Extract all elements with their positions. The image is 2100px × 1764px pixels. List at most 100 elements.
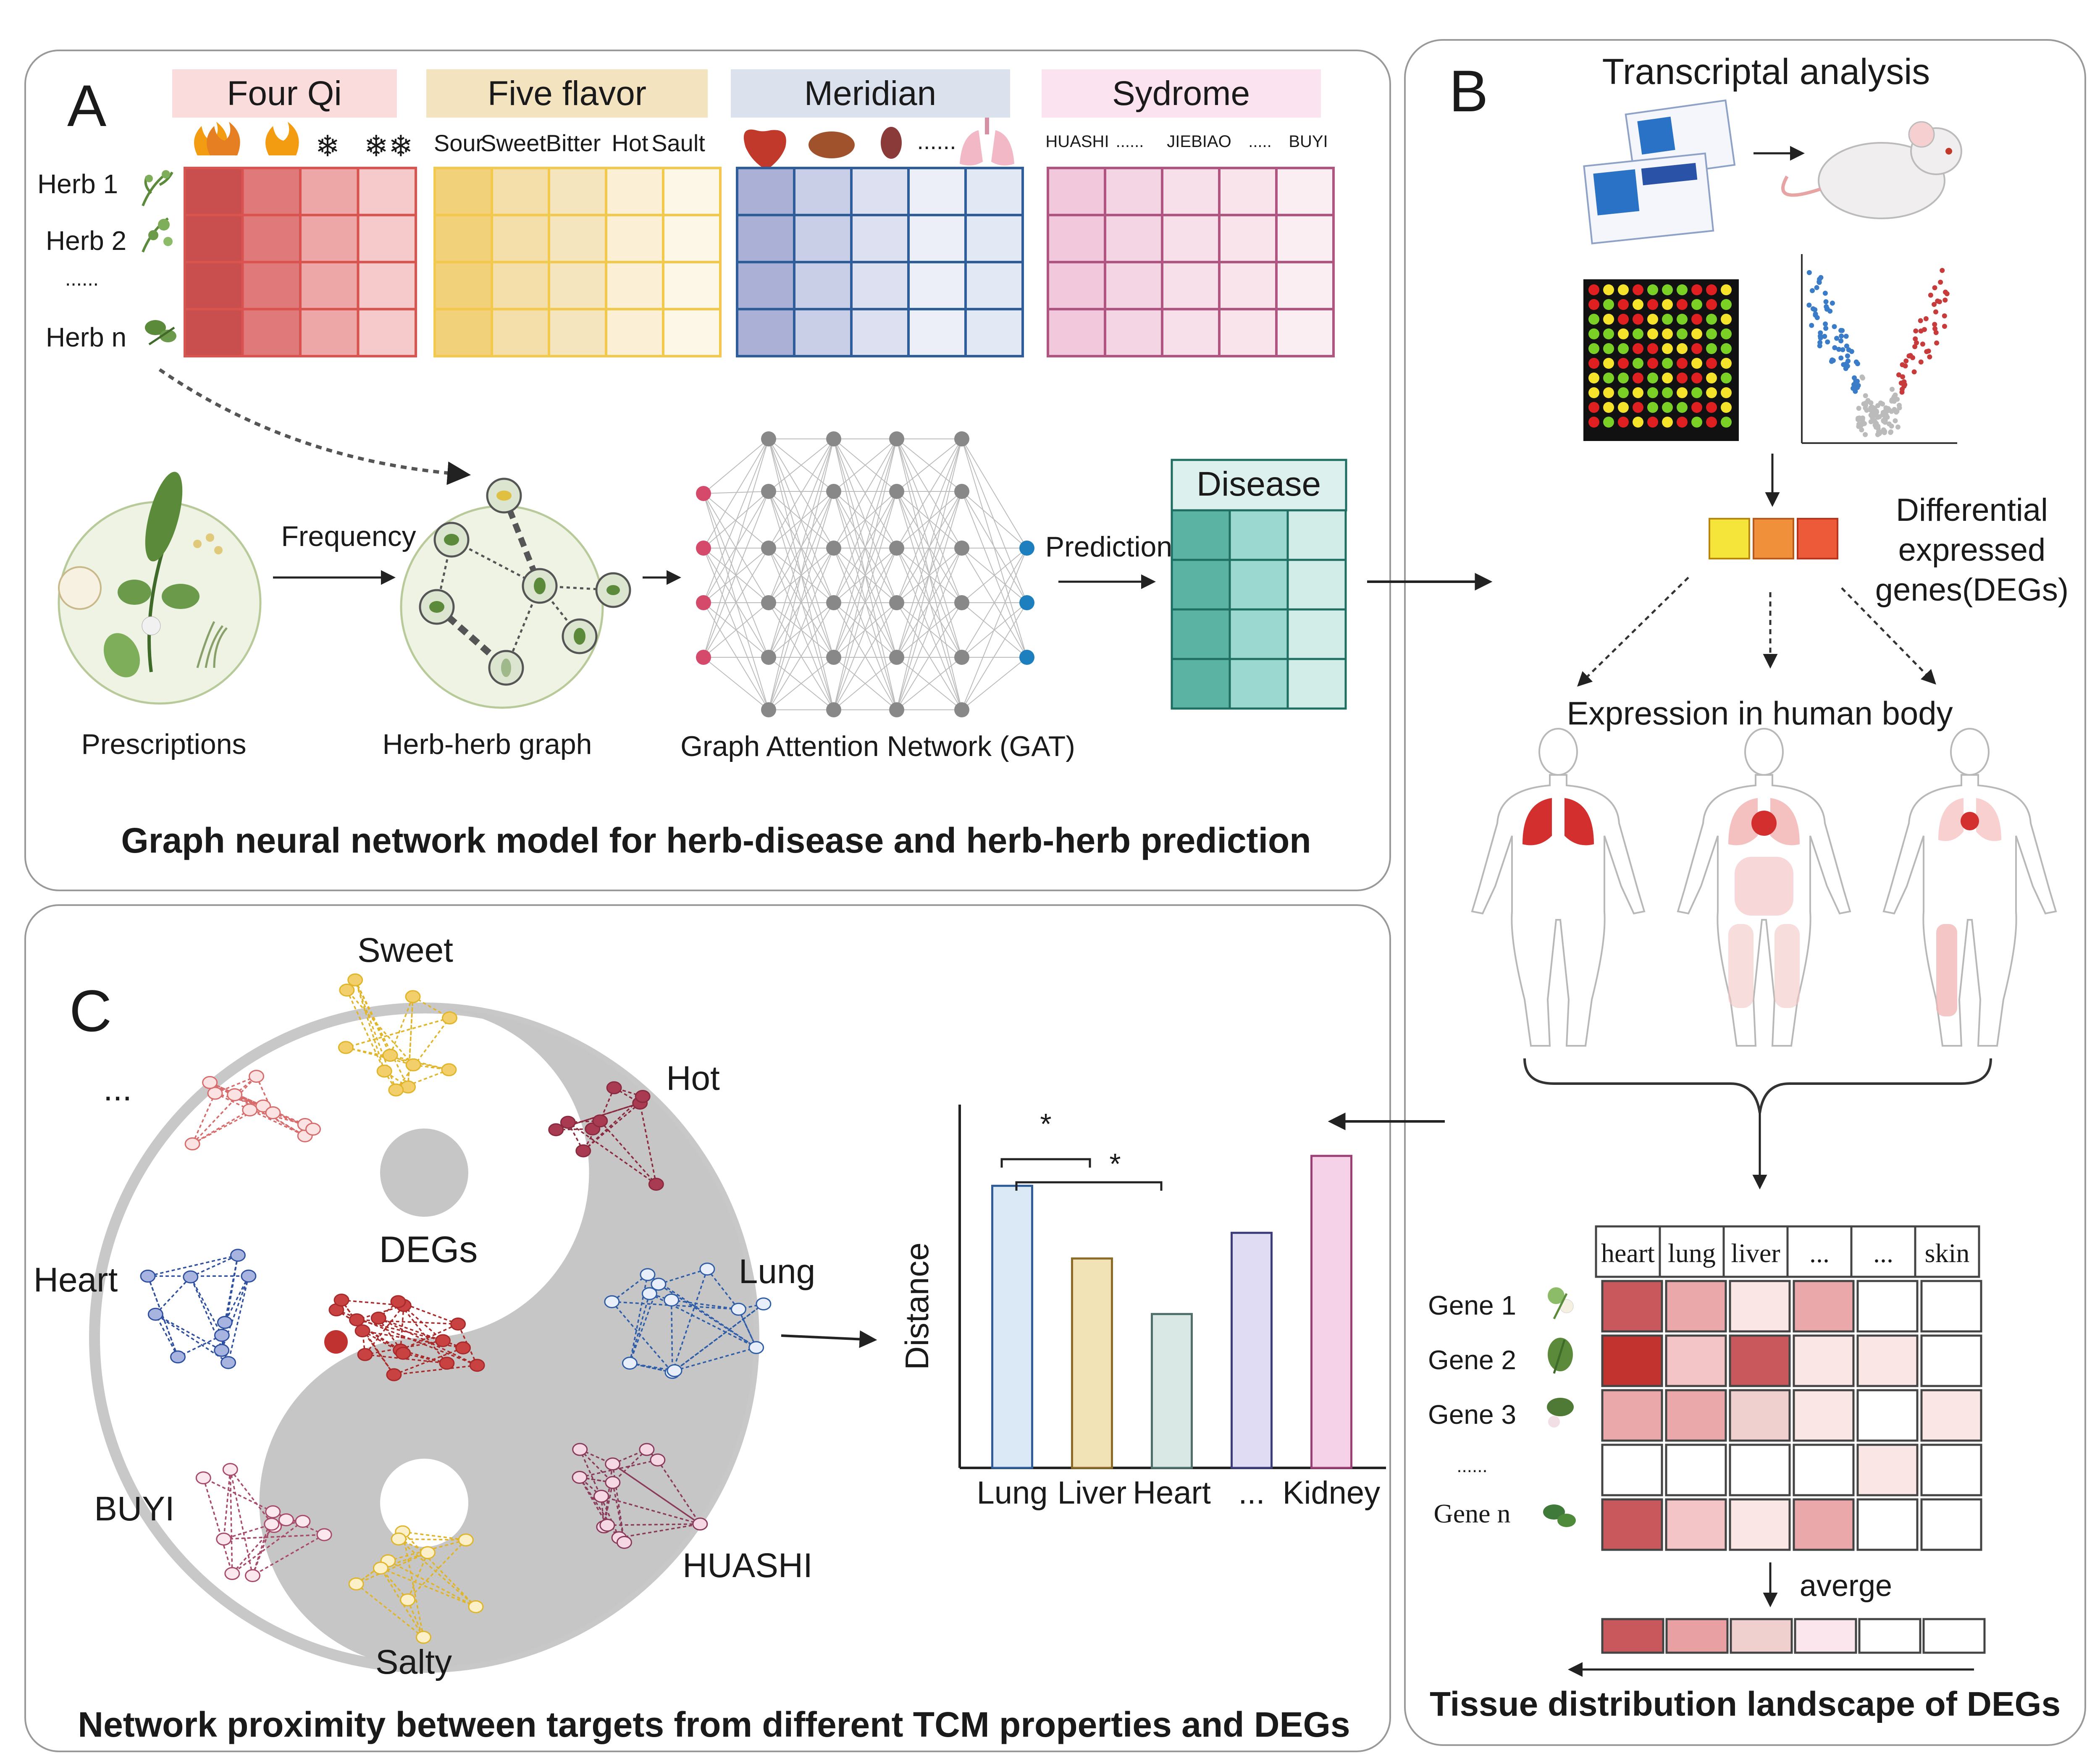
double-snowflake-icon: ❄❄ — [364, 130, 413, 163]
gat-edge — [961, 548, 1027, 658]
volcano-point — [1910, 355, 1916, 360]
gat-node — [889, 541, 904, 556]
network-node — [640, 1268, 656, 1281]
microarray-spot — [1662, 299, 1673, 310]
grid-cell — [850, 308, 910, 357]
body-outline — [1882, 774, 2057, 1047]
volcano-point — [1900, 374, 1906, 380]
microarray-spot — [1603, 402, 1614, 413]
network-node — [572, 1471, 588, 1484]
network-edge — [706, 1268, 739, 1310]
network-edge — [202, 1478, 233, 1574]
disease-cell — [1286, 608, 1347, 660]
grid-cell — [357, 214, 417, 263]
herb-label: Herb 2 — [46, 226, 126, 256]
volcano-point — [1832, 324, 1837, 329]
microarray-spot — [1706, 314, 1717, 325]
network-node — [639, 1443, 655, 1456]
panel-c-letter: C — [69, 978, 112, 1044]
microarray-spot — [1691, 328, 1702, 339]
microarray-spot — [1618, 314, 1629, 325]
tissue-table: heart lung liver...... skin Gene 1 Gene 2 Gene… — [1428, 1225, 1982, 1551]
network-edge — [407, 996, 414, 1087]
gat-edge — [703, 438, 769, 494]
disease-cell — [1228, 608, 1289, 660]
grid-cell — [548, 214, 607, 263]
degs-to-body-arrow-left — [1577, 577, 1689, 687]
panel-a-letter: A — [67, 73, 107, 139]
grid-cell — [605, 308, 664, 357]
volcano-point — [1920, 341, 1925, 347]
grid-cell — [491, 167, 550, 216]
medicine-box-icon — [1583, 99, 1736, 244]
leg-highlight — [1728, 924, 1754, 1008]
volcano-point — [1825, 339, 1830, 345]
network-edge — [215, 1092, 305, 1137]
network-edge — [567, 1121, 657, 1185]
network-node — [316, 1528, 332, 1541]
microarray-spot — [1662, 284, 1673, 295]
microarray-spot — [1647, 328, 1658, 339]
microarray-spot — [1647, 314, 1658, 325]
five-flavor-header-bg — [426, 69, 708, 118]
grid-cell — [1104, 167, 1163, 216]
network-node — [651, 1278, 667, 1291]
network-edge — [407, 996, 414, 1087]
gat-node — [826, 484, 841, 499]
degs-label-line: expressed — [1898, 532, 2046, 568]
volcano-point — [1806, 302, 1812, 308]
average-row — [1601, 1618, 1986, 1654]
network-edge — [407, 1552, 428, 1600]
microarray-spot — [1588, 402, 1599, 413]
gene-2-plant-icon — [1548, 1338, 1573, 1374]
grid-cell — [736, 308, 795, 357]
microarray-spot — [1691, 314, 1702, 325]
deg-box-yellow — [1709, 518, 1750, 559]
grid-cell — [793, 167, 853, 216]
herb-label: ...... — [65, 268, 99, 290]
gene-label: Gene 2 — [1428, 1345, 1516, 1375]
grid-cell — [299, 308, 360, 357]
microarray-spot — [1721, 358, 1732, 369]
property-network — [604, 1263, 772, 1379]
gat-edge — [768, 657, 834, 710]
five-flavor-header: Five flavor — [488, 74, 646, 113]
network-node — [635, 1090, 651, 1103]
microarray-spot — [1618, 358, 1629, 369]
network-edge — [362, 1330, 404, 1354]
gat-node — [696, 650, 711, 665]
distance-bar — [1231, 1231, 1273, 1469]
volcano-point — [1932, 326, 1938, 331]
volcano-point — [1870, 411, 1876, 416]
gat-node — [889, 484, 904, 499]
grid-cell — [548, 261, 607, 310]
microarray-spot — [1706, 387, 1717, 398]
average-cell — [1601, 1618, 1664, 1654]
network-edge — [356, 1583, 424, 1638]
grid-cell — [964, 214, 1024, 263]
meridian-grid — [736, 167, 1024, 357]
volcano-point — [1863, 393, 1868, 399]
gat-edge — [703, 438, 769, 549]
gat-node — [761, 541, 776, 556]
network-node — [616, 1536, 632, 1549]
yinyang-to-chart-arrow — [781, 1330, 877, 1348]
network-edge — [647, 1274, 757, 1348]
heatmap-cell — [1920, 1444, 1982, 1496]
lung-highlight — [1522, 798, 1552, 845]
buyi-label: BUYI — [94, 1490, 174, 1528]
gat-edge — [833, 438, 897, 492]
network-edge — [407, 1599, 425, 1638]
microarray-spot — [1677, 284, 1688, 295]
network-node — [667, 1364, 682, 1377]
body-head — [1744, 728, 1784, 776]
volcano-point — [1918, 318, 1923, 323]
deg-hub-node — [324, 1330, 348, 1354]
grid-cell — [184, 214, 244, 263]
microarray-spot — [1588, 328, 1599, 339]
microarray-spot — [1647, 299, 1658, 310]
network-node — [373, 1562, 388, 1575]
network-node — [224, 1567, 240, 1580]
network-node — [664, 1293, 680, 1307]
tissue-header-label: ... — [1873, 1238, 1893, 1268]
